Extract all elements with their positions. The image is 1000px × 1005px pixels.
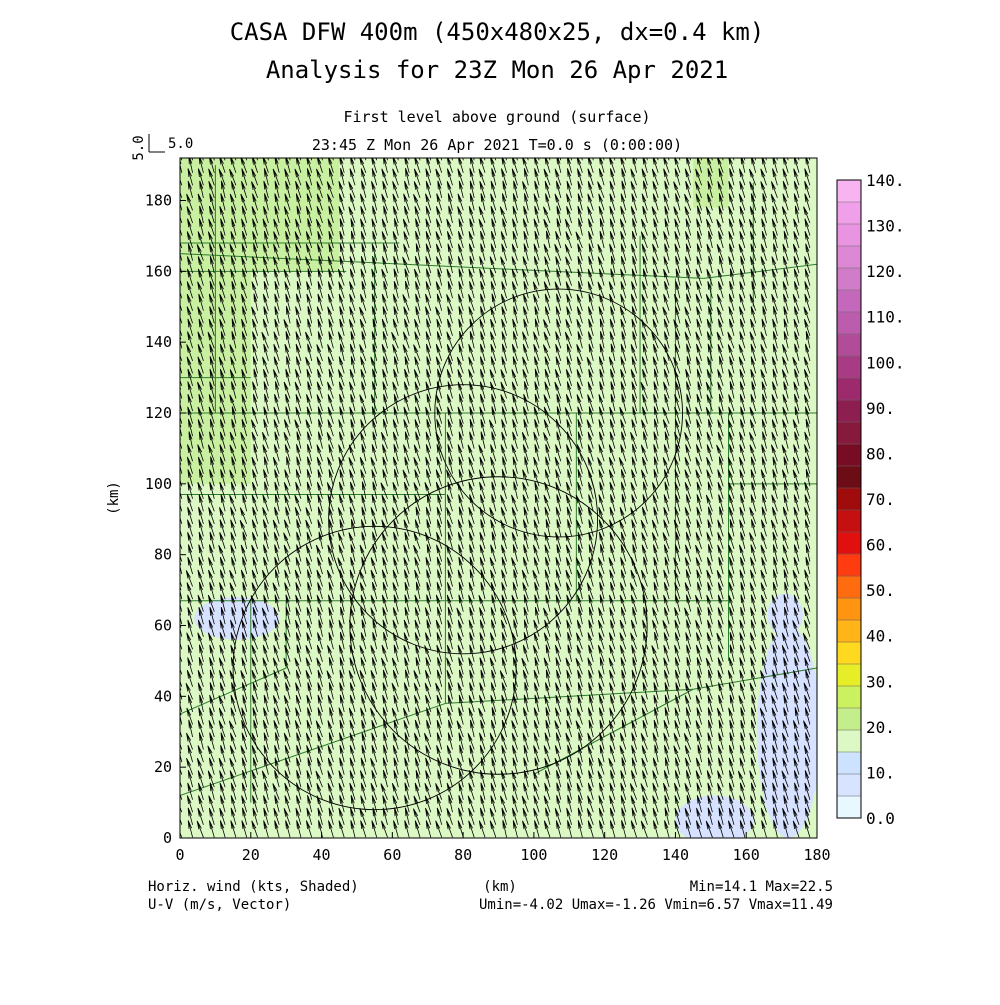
x-axis-label: (km) — [483, 879, 517, 895]
x-tick-label: 80 — [454, 846, 472, 864]
y-tick-label: 100 — [145, 475, 172, 493]
y-tick-label: 120 — [145, 404, 172, 422]
colorbar-swatch — [837, 356, 861, 379]
colorbar-label: 50. — [866, 581, 895, 600]
colorbar-swatch — [837, 532, 861, 555]
footer-uv-range: Umin=-4.02 Umax=-1.26 Vmin=6.57 Vmax=11.… — [479, 897, 833, 913]
chart-subtitle-level: First level above ground (surface) — [343, 108, 650, 126]
x-axis-ticks: 0 20 40 60 80 100 120 140 160 180 — [175, 832, 831, 864]
colorbar-swatch — [837, 796, 861, 819]
colorbar-label: 80. — [866, 444, 895, 463]
y-tick-label: 40 — [154, 687, 172, 705]
colorbar-label: 100. — [866, 353, 905, 372]
colorbar-swatch — [837, 488, 861, 511]
low-wind-region — [194, 597, 280, 640]
colorbar-label: 60. — [866, 536, 895, 555]
plot-frame — [179, 157, 818, 839]
colorbar-frame — [836, 179, 862, 819]
colorbar-swatch — [837, 510, 861, 533]
colorbar-swatch — [837, 444, 861, 467]
colorbar-swatch — [837, 620, 861, 643]
colorbar-swatch — [837, 686, 861, 709]
colorbar-swatch — [837, 422, 861, 445]
x-tick-label: 120 — [591, 846, 618, 864]
colorbar-swatch — [837, 224, 861, 247]
y-tick-label: 20 — [154, 758, 172, 776]
colorbar-swatch — [837, 730, 861, 753]
colorbar-swatch — [837, 708, 861, 731]
y-tick-label: 140 — [145, 333, 172, 351]
x-tick-label: 0 — [175, 846, 184, 864]
colorbar-swatch — [837, 312, 861, 335]
colorbar-label: 70. — [866, 490, 895, 509]
low-wind-region — [756, 625, 817, 838]
plot-content — [180, 158, 817, 838]
colorbar-label: 130. — [866, 217, 905, 236]
colorbar-swatch — [837, 268, 861, 291]
county-boundary-line — [693, 667, 817, 690]
x-tick-label: 160 — [733, 846, 760, 864]
footer-field-label: Horiz. wind (kts, Shaded) — [148, 879, 359, 895]
colorbar-swatch — [837, 334, 861, 357]
x-tick-label: 20 — [242, 846, 260, 864]
colorbar-swatch — [837, 202, 861, 225]
colorbar-label: 30. — [866, 672, 895, 691]
colorbar-label: 120. — [866, 262, 905, 281]
x-tick-label: 100 — [520, 846, 547, 864]
low-wind-region — [675, 795, 754, 838]
footer-min-max: Min=14.1 Max=22.5 — [690, 879, 833, 895]
reference-vector-value: 5.0 — [131, 135, 147, 160]
plot-area — [179, 157, 818, 839]
y-tick-label: 80 — [154, 546, 172, 564]
colorbar-swatch — [837, 598, 861, 621]
colorbar-label: 20. — [866, 718, 895, 737]
colorbar-label: 140. — [866, 171, 905, 190]
y-tick-label: 0 — [163, 829, 172, 847]
colorbar-swatch — [837, 664, 861, 687]
county-boundary-line — [180, 702, 446, 796]
county-boundary-line — [445, 688, 694, 704]
high-wind-region — [180, 158, 340, 272]
colorbar-swatch — [837, 246, 861, 269]
x-tick-label: 60 — [383, 846, 401, 864]
colorbar-swatch — [837, 752, 861, 775]
colorbar: 0.0 10. 20. 30. 40. 50. 60. 70. 80. 90. 100. 110. 12… — [836, 171, 905, 828]
colorbar-swatch — [837, 576, 861, 599]
reference-vector: 5.0 5.0 — [131, 134, 193, 161]
chart-title-line1: CASA DFW 400m (450x480x25, dx=0.4 km) — [230, 18, 765, 46]
colorbar-swatch — [837, 642, 861, 665]
colorbar-swatch — [837, 466, 861, 489]
y-axis-label: (km) — [106, 481, 122, 515]
reference-vector-label: 5.0 — [168, 136, 193, 152]
x-tick-label: 180 — [803, 846, 830, 864]
wind-vectors — [180, 158, 811, 838]
x-tick-label: 40 — [313, 846, 331, 864]
colorbar-label: 90. — [866, 399, 895, 418]
colorbar-swatch — [837, 378, 861, 401]
chart-subtitle-time: 23:45 Z Mon 26 Apr 2021 T=0.0 s (0:00:00… — [312, 136, 682, 154]
y-tick-label: 160 — [145, 262, 172, 280]
y-tick-label: 60 — [154, 617, 172, 635]
county-boundary-line — [180, 667, 287, 715]
colorbar-label: 110. — [866, 308, 905, 327]
chart-title-line2: Analysis for 23Z Mon 26 Apr 2021 — [266, 56, 728, 84]
colorbar-swatch — [837, 290, 861, 313]
colorbar-swatch — [837, 400, 861, 423]
colorbar-label: 10. — [866, 763, 895, 782]
x-tick-label: 140 — [662, 846, 689, 864]
footer-vector-label: U-V (m/s, Vector) — [148, 897, 291, 913]
colorbar-label: 0.0 — [866, 809, 895, 828]
colorbar-label: 40. — [866, 627, 895, 646]
colorbar-swatch — [837, 180, 861, 203]
county-boundary-line — [703, 263, 817, 279]
y-tick-label: 180 — [145, 192, 172, 210]
colorbar-swatch — [837, 774, 861, 797]
colorbar-swatch — [837, 554, 861, 577]
y-axis-ticks: 0 20 40 60 80 100 120 140 160 180 — [145, 192, 186, 847]
